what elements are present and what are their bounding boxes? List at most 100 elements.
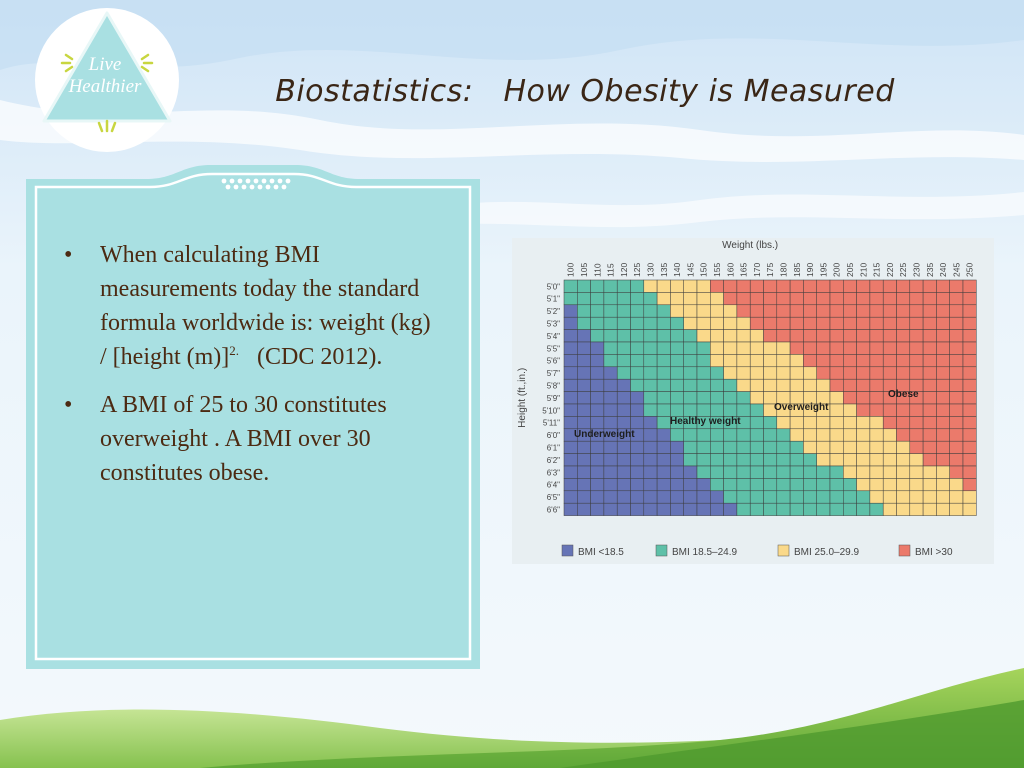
- bmi-cell: [882, 440, 897, 454]
- bmi-cell: [803, 378, 817, 392]
- bmi-cell: [776, 279, 791, 293]
- bmi-cell: [869, 292, 884, 306]
- bmi-cell: [736, 279, 751, 293]
- bmi-cell: [909, 316, 924, 330]
- bmi-cell: [869, 341, 884, 355]
- bmi-cell: [829, 292, 844, 306]
- bmi-cell: [590, 440, 605, 454]
- bmi-cell: [763, 453, 778, 467]
- bmi-cell: [696, 403, 711, 417]
- bmi-cell: [962, 502, 977, 516]
- bmi-cell: [776, 465, 791, 479]
- bmi-cell: [789, 304, 804, 318]
- bmi-cell: [563, 416, 578, 430]
- x-tick-label: 180: [778, 263, 788, 277]
- bmi-cell: [696, 279, 711, 293]
- bmi-cell: [776, 502, 791, 516]
- bmi-cell: [869, 403, 884, 417]
- bmi-cell: [763, 304, 778, 318]
- bmi-cell: [776, 341, 791, 355]
- x-tick-label: 245: [951, 263, 961, 277]
- bmi-cell: [670, 341, 684, 355]
- bmi-cell: [656, 490, 671, 504]
- bmi-cell: [829, 478, 844, 492]
- bmi-cell: [630, 490, 645, 504]
- bmi-cell: [882, 453, 897, 467]
- x-axis-label: Weight (lbs.): [722, 240, 778, 251]
- bmi-cell: [909, 304, 924, 318]
- legend-swatch: [655, 544, 668, 557]
- bmi-cell: [736, 440, 751, 454]
- bmi-cell: [590, 391, 605, 405]
- bmi-cell: [829, 403, 844, 417]
- y-tick-label: 5'5": [547, 344, 560, 353]
- bmi-cell: [856, 378, 871, 392]
- bmi-cell: [563, 292, 578, 306]
- bmi-cell: [670, 304, 684, 318]
- bmi-cell: [922, 465, 937, 479]
- bmi-cell: [909, 428, 924, 442]
- bmi-cell: [843, 378, 857, 392]
- bmi-cell: [896, 341, 911, 355]
- bmi-cell: [683, 366, 698, 380]
- bmi-cell: [616, 279, 631, 293]
- bmi-cell: [896, 304, 911, 318]
- x-tick-label: 220: [885, 263, 895, 277]
- bmi-cell: [616, 304, 631, 318]
- bmi-cell: [696, 478, 711, 492]
- bmi-cell: [736, 465, 751, 479]
- bmi-cell: [656, 316, 671, 330]
- bmi-cell: [670, 440, 684, 454]
- bmi-cell: [643, 478, 658, 492]
- bmi-cell: [949, 403, 964, 417]
- bmi-cell: [710, 304, 724, 318]
- bmi-cell: [763, 428, 778, 442]
- bmi-cell: [869, 329, 884, 343]
- x-tick-label: 115: [606, 263, 616, 277]
- bmi-cell: [577, 478, 591, 492]
- bmi-cell: [683, 316, 698, 330]
- x-tick-label: 250: [965, 263, 975, 277]
- bmi-cell: [656, 341, 671, 355]
- bullet-item: • A BMI of 25 to 30 constitutes overweigh…: [60, 388, 440, 490]
- bmi-cell: [643, 378, 658, 392]
- bmi-cell: [909, 478, 924, 492]
- logo-text: Live Healthier: [40, 54, 170, 98]
- x-tick-label: 105: [579, 263, 589, 277]
- bmi-cell: [749, 304, 764, 318]
- bmi-cell: [590, 292, 605, 306]
- bmi-cell: [869, 416, 884, 430]
- bmi-cell: [696, 490, 711, 504]
- bmi-cell: [616, 329, 631, 343]
- bmi-cell: [949, 440, 964, 454]
- bmi-cell: [776, 354, 791, 368]
- bmi-cell: [643, 329, 658, 343]
- bmi-cell: [656, 292, 671, 306]
- bullet-item: • When calculating BMI measurements today…: [60, 238, 440, 374]
- bmi-cell: [723, 304, 738, 318]
- bmi-cell: [803, 490, 817, 504]
- bmi-cell: [882, 502, 897, 516]
- bmi-cell: [962, 341, 977, 355]
- bmi-cell: [590, 329, 605, 343]
- bmi-cell: [843, 490, 857, 504]
- bmi-cell: [882, 465, 897, 479]
- y-tick-label: 6'0": [547, 431, 560, 440]
- bmi-cell: [856, 453, 871, 467]
- bmi-cell: [949, 416, 964, 430]
- bmi-cell: [736, 304, 751, 318]
- bmi-cell: [670, 316, 684, 330]
- slide-title: Biostatistics: How Obesity is Measured: [275, 74, 895, 109]
- bmi-cell: [936, 316, 950, 330]
- x-tick-label: 160: [725, 263, 735, 277]
- bmi-cell: [869, 316, 884, 330]
- bmi-cell: [856, 490, 871, 504]
- bmi-cell: [643, 502, 658, 516]
- bmi-cell: [616, 440, 631, 454]
- bmi-cell: [577, 341, 591, 355]
- bmi-cell: [882, 366, 897, 380]
- bmi-cell: [803, 478, 817, 492]
- bmi-cell: [616, 490, 631, 504]
- bmi-cell: [683, 279, 698, 293]
- bmi-cell: [696, 354, 711, 368]
